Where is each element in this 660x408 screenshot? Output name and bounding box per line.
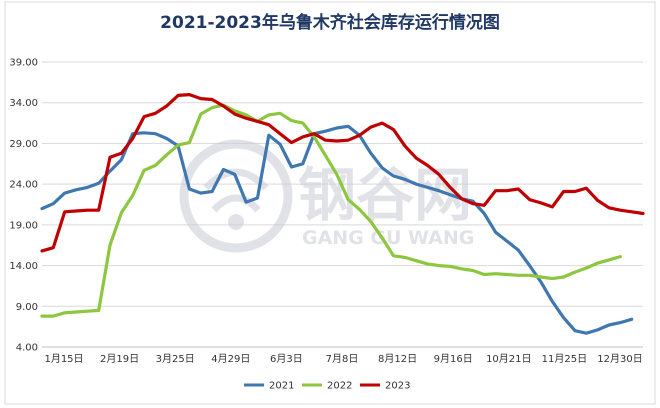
y-tick-label: 24.00 [9,180,38,191]
y-tick-label: 19.00 [9,220,38,231]
x-tick-label: 6月3日 [270,353,303,365]
watermark-logo-icon [179,139,293,253]
x-tick-label: 7月8日 [326,353,359,365]
legend: 2021 2022 2023 [244,381,410,392]
x-tick-label: 12月30日 [597,353,642,365]
series-line-2022 [40,103,622,318]
series-line-2021 [40,124,634,335]
x-tick-label: 9月16日 [434,353,473,365]
y-tick-label: 14.00 [9,261,38,272]
y-tick-label: 4.00 [16,343,38,354]
y-tick-label: 39.00 [9,58,38,69]
chart-border [4,1,656,405]
axes: 4.00 9.00 14.00 19.00 24.00 29.00 34.00 39.00 1月… [9,58,643,365]
y-tick-label: 34.00 [9,98,38,109]
legend-label-2022: 2022 [327,381,352,392]
series-lines [40,92,645,335]
y-tick-label: 29.00 [9,139,38,150]
legend-label-2021: 2021 [269,381,294,392]
x-tick-label: 10月21日 [486,353,531,365]
chart-title: 2021-2023年乌鲁木齐社会库存运行情况图 [160,13,500,33]
legend-label-2023: 2023 [385,381,410,392]
y-tick-label: 9.00 [16,302,38,313]
x-tick-label: 3月25日 [156,353,195,365]
watermark: 钢谷网 GANG GU WANG [179,139,474,253]
series-line-2023 [40,92,645,253]
x-tick-label: 1月15日 [44,353,83,365]
x-tick-label: 4月29日 [211,353,250,365]
x-tick-label: 11月25日 [542,353,587,365]
x-tick-label: 8月12日 [378,353,417,365]
watermark-cn-text: 钢谷网 [298,161,472,229]
x-tick-label: 2月19日 [100,353,139,365]
watermark-en-text: GANG GU WANG [302,227,474,249]
